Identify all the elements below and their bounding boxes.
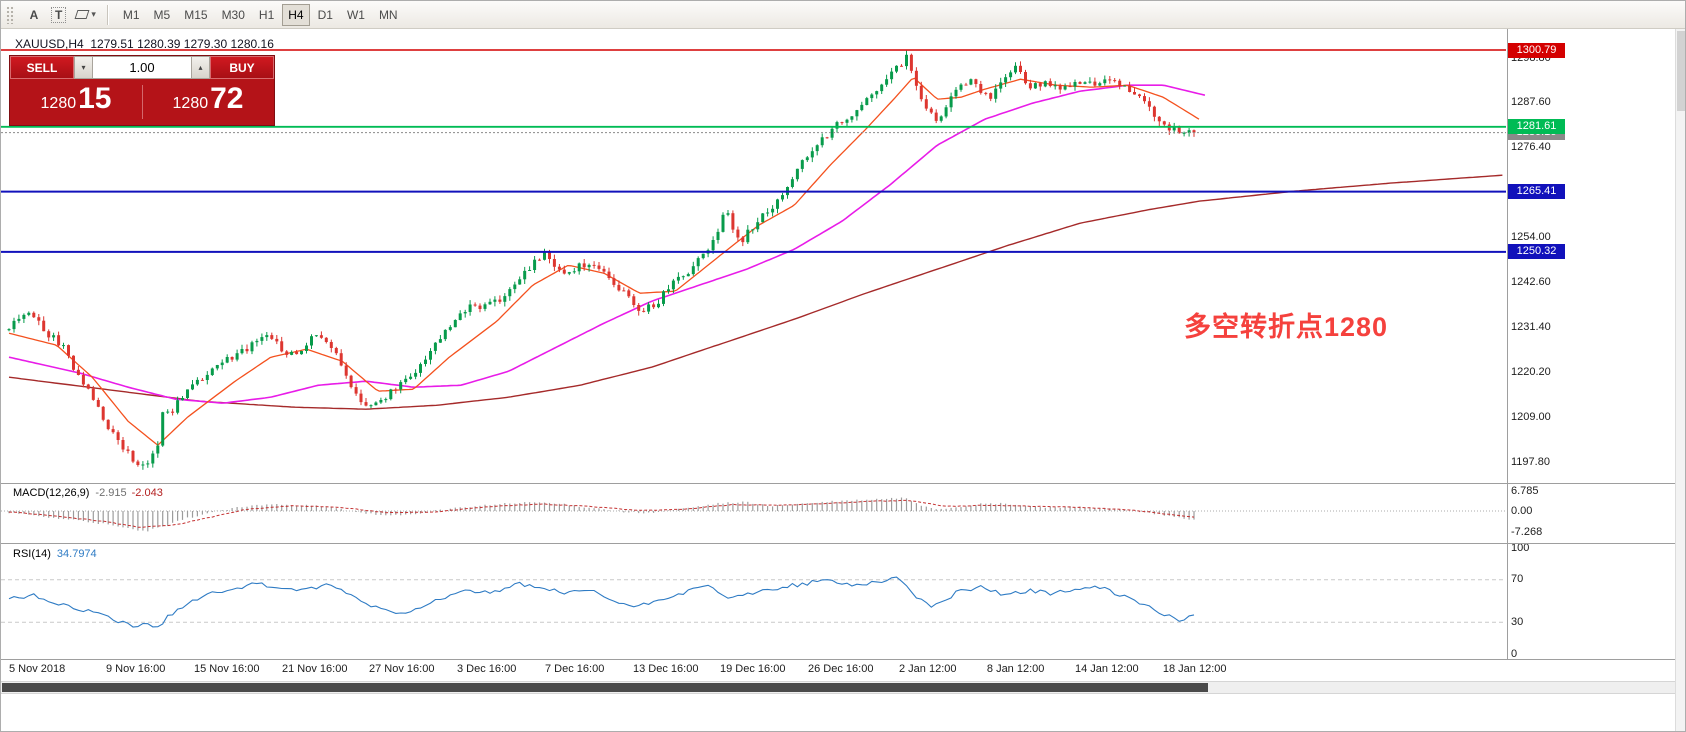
macd-axis-label: 0.00 xyxy=(1511,504,1533,517)
macd-axis-label: -7.268 xyxy=(1511,525,1543,538)
time-tick-label: 7 Dec 16:00 xyxy=(545,663,605,675)
sell-button[interactable]: SELL xyxy=(10,56,74,79)
candles xyxy=(7,50,1196,470)
price-tick-label: 1220.20 xyxy=(1511,365,1551,378)
time-tick-label: 5 Nov 2018 xyxy=(9,663,66,675)
support-line-2-price-badge: 1250.32 xyxy=(1508,244,1565,260)
time-tick-label: 2 Jan 12:00 xyxy=(899,663,957,675)
horizontal-scrollbar[interactable] xyxy=(1,681,1675,694)
trade-panel-controls: SELL ▾ 1.00 ▴ BUY xyxy=(10,56,274,79)
volume-increase-button[interactable]: ▴ xyxy=(191,56,210,79)
text-box-tool-button[interactable]: T xyxy=(46,4,71,26)
timeframe-button-m1[interactable]: M1 xyxy=(117,4,146,26)
price-tick-label: 1276.40 xyxy=(1511,141,1551,154)
macd-panel[interactable] xyxy=(1,485,1507,539)
pivot-line-price-badge: 1281.61 xyxy=(1508,119,1565,135)
chevron-up-icon: ▴ xyxy=(198,63,203,72)
macd-name: MACD(12,26,9) xyxy=(13,487,90,499)
price-tick-label: 1287.60 xyxy=(1511,96,1551,109)
time-tick-label: 9 Nov 16:00 xyxy=(106,663,166,675)
vertical-scrollbar[interactable] xyxy=(1675,29,1685,731)
rsi-axis-label: 100 xyxy=(1511,541,1530,554)
sell-price-big-digits: 15 xyxy=(78,82,112,115)
rsi-panel[interactable] xyxy=(1,546,1507,656)
rsi-label: RSI(14) 34.7974 xyxy=(13,548,97,560)
horizontal-scrollbar-thumb[interactable] xyxy=(2,683,1208,692)
price-chart[interactable] xyxy=(1,31,1507,483)
time-tick-label: 18 Jan 12:00 xyxy=(1162,663,1227,675)
time-tick-label: 8 Jan 12:00 xyxy=(986,663,1045,675)
chart-annotation: 多空转折点1280 xyxy=(1184,312,1389,342)
timeframe-bar: M1 M5 M15 M30 H1 H4 D1 W1 MN xyxy=(116,3,405,26)
macd-axis-label: 6.785 xyxy=(1511,484,1539,497)
time-tick-label: 3 Dec 16:00 xyxy=(457,663,517,675)
macd-histogram xyxy=(8,497,1195,532)
resistance-line-price-badge: 1300.79 xyxy=(1508,42,1565,58)
chevron-down-icon: ▾ xyxy=(91,9,96,19)
price-tick-label: 1242.60 xyxy=(1511,276,1551,289)
chart-title: XAUUSD,H4 1279.51 1280.39 1279.30 1280.1… xyxy=(15,37,274,51)
timeframe-button-mn[interactable]: MN xyxy=(373,4,404,26)
one-click-trading-panel: SELL ▾ 1.00 ▴ BUY 1280 15 1280 72 xyxy=(9,55,275,126)
panel-separator xyxy=(1,659,1675,660)
buy-price[interactable]: 1280 72 xyxy=(142,79,274,125)
buy-price-main: 1280 xyxy=(172,95,209,112)
sell-price-main: 1280 xyxy=(40,95,77,112)
sell-price[interactable]: 1280 15 xyxy=(10,79,142,125)
slow-ma-line xyxy=(8,174,1503,410)
timeframe-button-w1[interactable]: W1 xyxy=(341,4,371,26)
time-tick-label: 13 Dec 16:00 xyxy=(633,663,699,675)
panel-separator[interactable] xyxy=(1,483,1675,484)
time-tick-label: 21 Nov 16:00 xyxy=(282,663,348,675)
macd-value-main: -2.915 xyxy=(95,487,127,499)
macd-label: MACD(12,26,9) -2.915 -2.043 xyxy=(13,487,163,499)
macd-value-signal: -2.043 xyxy=(131,487,163,499)
timeframe-button-m5[interactable]: M5 xyxy=(148,4,177,26)
vertical-scrollbar-thumb[interactable] xyxy=(1677,31,1685,111)
buy-price-big-digits: 72 xyxy=(210,82,244,115)
toolbar-separator xyxy=(106,4,108,25)
rsi-axis-label: 30 xyxy=(1511,615,1524,628)
panel-separator[interactable] xyxy=(1,543,1675,544)
timeframe-button-h1[interactable]: H1 xyxy=(253,4,280,26)
price-tick-label: 1209.00 xyxy=(1511,410,1551,423)
toolbar: A T ▾ M1 M5 M15 M30 H1 H4 D1 W1 MN xyxy=(1,1,1685,29)
time-tick-label: 15 Nov 16:00 xyxy=(194,663,260,675)
time-tick-label: 14 Jan 12:00 xyxy=(1075,663,1139,675)
volume-input[interactable]: 1.00 xyxy=(93,56,191,79)
timeframe-button-h4[interactable]: H4 xyxy=(282,3,310,26)
trade-panel-divider xyxy=(142,85,143,119)
chevron-down-icon: ▾ xyxy=(81,63,86,72)
volume-decrease-button[interactable]: ▾ xyxy=(74,56,93,79)
rsi-line xyxy=(8,576,1195,628)
rsi-value: 34.7974 xyxy=(56,548,97,560)
text-box-icon: T xyxy=(51,6,67,23)
timeframe-button-m15[interactable]: M15 xyxy=(178,4,213,26)
price-tick-label: 1254.00 xyxy=(1511,230,1551,243)
toolbar-grip[interactable] xyxy=(6,5,15,24)
rsi-axis-label: 70 xyxy=(1511,573,1524,586)
price-tick-label: 1231.40 xyxy=(1511,321,1551,334)
axis-separator xyxy=(1507,29,1508,659)
time-tick-label: 19 Dec 16:00 xyxy=(720,663,786,675)
trade-panel-prices: 1280 15 1280 72 xyxy=(10,79,274,125)
chart-area: XAUUSD,H4 1279.51 1280.39 1279.30 1280.1… xyxy=(1,29,1685,731)
timeframe-button-d1[interactable]: D1 xyxy=(312,4,339,26)
rsi-name: RSI(14) xyxy=(13,548,51,560)
rsi-axis-label: 0 xyxy=(1511,647,1518,660)
timeframe-button-m30[interactable]: M30 xyxy=(216,4,251,26)
macd-signal-line xyxy=(9,499,1195,528)
price-tick-label: 1197.80 xyxy=(1511,455,1550,468)
time-tick-label: 27 Nov 16:00 xyxy=(369,663,435,675)
shapes-icon xyxy=(74,10,90,19)
text-label-tool-button[interactable]: A xyxy=(22,4,46,26)
support-line-1-price-badge: 1265.41 xyxy=(1508,184,1565,200)
time-tick-label: 26 Dec 16:00 xyxy=(808,663,874,675)
buy-button[interactable]: BUY xyxy=(210,56,274,79)
shapes-tool-button[interactable]: ▾ xyxy=(71,4,101,26)
